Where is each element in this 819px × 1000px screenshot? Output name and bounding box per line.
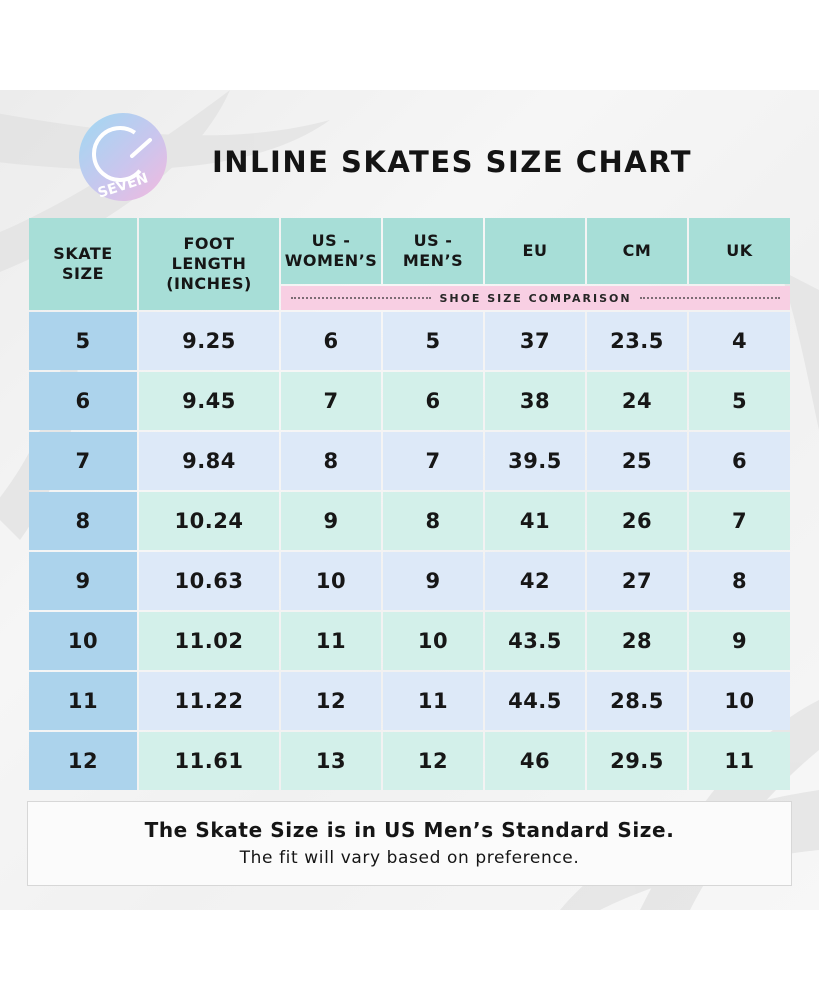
cell-uk: 8: [689, 552, 790, 610]
header-cm: CM: [587, 218, 687, 284]
note-line-2: The fit will vary based on preference.: [239, 848, 580, 868]
cell-eu: 43.5: [485, 612, 585, 670]
shoe-size-comparison-bar: SHOE SIZE COMPARISON: [281, 286, 790, 310]
cell-eu: 44.5: [485, 672, 585, 730]
cell-us-womens: 9: [281, 492, 381, 550]
size-rows: 5 9.25 6 5 37 23.5 4 6 9.45 7 6 38 24 5 7 9.84 8 7 39.5 25 6…: [29, 312, 790, 790]
cell-uk: 5: [689, 372, 790, 430]
cell-foot-length: 11.61: [139, 732, 279, 790]
brand-logo: SEVEN: [76, 110, 170, 204]
cell-cm: 23.5: [587, 312, 687, 370]
cell-skate-size: 5: [29, 312, 137, 370]
header-us-mens: US - MEN’S: [383, 218, 483, 284]
table-row: 6 9.45 7 6 38 24 5: [29, 372, 790, 430]
cell-foot-length: 10.24: [139, 492, 279, 550]
cell-eu: 41: [485, 492, 585, 550]
cell-skate-size: 9: [29, 552, 137, 610]
dotted-divider-left: [291, 297, 432, 299]
cell-cm: 26: [587, 492, 687, 550]
cell-cm: 28.5: [587, 672, 687, 730]
cell-uk: 11: [689, 732, 790, 790]
cell-cm: 29.5: [587, 732, 687, 790]
cell-eu: 37: [485, 312, 585, 370]
cell-skate-size: 7: [29, 432, 137, 490]
table-row: 7 9.84 8 7 39.5 25 6: [29, 432, 790, 490]
cell-uk: 6: [689, 432, 790, 490]
header-uk: UK: [689, 218, 790, 284]
cell-cm: 27: [587, 552, 687, 610]
table-row: 12 11.61 13 12 46 29.5 11: [29, 732, 790, 790]
cell-us-womens: 6: [281, 312, 381, 370]
cell-us-mens: 11: [383, 672, 483, 730]
cell-skate-size: 11: [29, 672, 137, 730]
cell-eu: 39.5: [485, 432, 585, 490]
cell-skate-size: 8: [29, 492, 137, 550]
cell-cm: 28: [587, 612, 687, 670]
cell-us-mens: 8: [383, 492, 483, 550]
cell-us-mens: 6: [383, 372, 483, 430]
cell-us-mens: 5: [383, 312, 483, 370]
header-foot-length: FOOT LENGTH (INCHES): [139, 218, 279, 310]
cell-cm: 24: [587, 372, 687, 430]
cell-foot-length: 9.25: [139, 312, 279, 370]
cell-us-womens: 12: [281, 672, 381, 730]
cell-eu: 42: [485, 552, 585, 610]
note-line-1: The Skate Size is in US Men’s Standard S…: [144, 818, 675, 842]
table-row: 10 11.02 11 10 43.5 28 9: [29, 612, 790, 670]
cell-us-womens: 7: [281, 372, 381, 430]
cell-skate-size: 6: [29, 372, 137, 430]
page-title: INLINE SKATES SIZE CHART: [212, 145, 693, 179]
table-row: 9 10.63 10 9 42 27 8: [29, 552, 790, 610]
cell-eu: 38: [485, 372, 585, 430]
cell-us-mens: 12: [383, 732, 483, 790]
cell-uk: 9: [689, 612, 790, 670]
cell-foot-length: 11.02: [139, 612, 279, 670]
table-row: 11 11.22 12 11 44.5 28.5 10: [29, 672, 790, 730]
header-eu: EU: [485, 218, 585, 284]
cell-us-mens: 10: [383, 612, 483, 670]
size-chart-table: SKATE SIZE FOOT LENGTH (INCHES) US - WOM…: [27, 216, 792, 792]
dotted-divider-right: [639, 297, 781, 299]
cell-eu: 46: [485, 732, 585, 790]
cell-us-womens: 13: [281, 732, 381, 790]
table-row: 8 10.24 9 8 41 26 7: [29, 492, 790, 550]
cell-us-womens: 10: [281, 552, 381, 610]
cell-us-womens: 11: [281, 612, 381, 670]
cell-skate-size: 10: [29, 612, 137, 670]
header-us-womens: US - WOMEN’S: [281, 218, 381, 284]
cell-skate-size: 12: [29, 732, 137, 790]
cell-foot-length: 9.45: [139, 372, 279, 430]
cell-us-mens: 7: [383, 432, 483, 490]
cell-cm: 25: [587, 432, 687, 490]
cell-us-mens: 9: [383, 552, 483, 610]
cell-uk: 10: [689, 672, 790, 730]
cell-foot-length: 9.84: [139, 432, 279, 490]
shoe-size-comparison-label: SHOE SIZE COMPARISON: [439, 291, 632, 305]
header-skate-size: SKATE SIZE: [29, 218, 137, 310]
cell-foot-length: 11.22: [139, 672, 279, 730]
cell-us-womens: 8: [281, 432, 381, 490]
size-note: The Skate Size is in US Men’s Standard S…: [27, 801, 792, 886]
cell-uk: 7: [689, 492, 790, 550]
cell-uk: 4: [689, 312, 790, 370]
cell-foot-length: 10.63: [139, 552, 279, 610]
table-row: 5 9.25 6 5 37 23.5 4: [29, 312, 790, 370]
